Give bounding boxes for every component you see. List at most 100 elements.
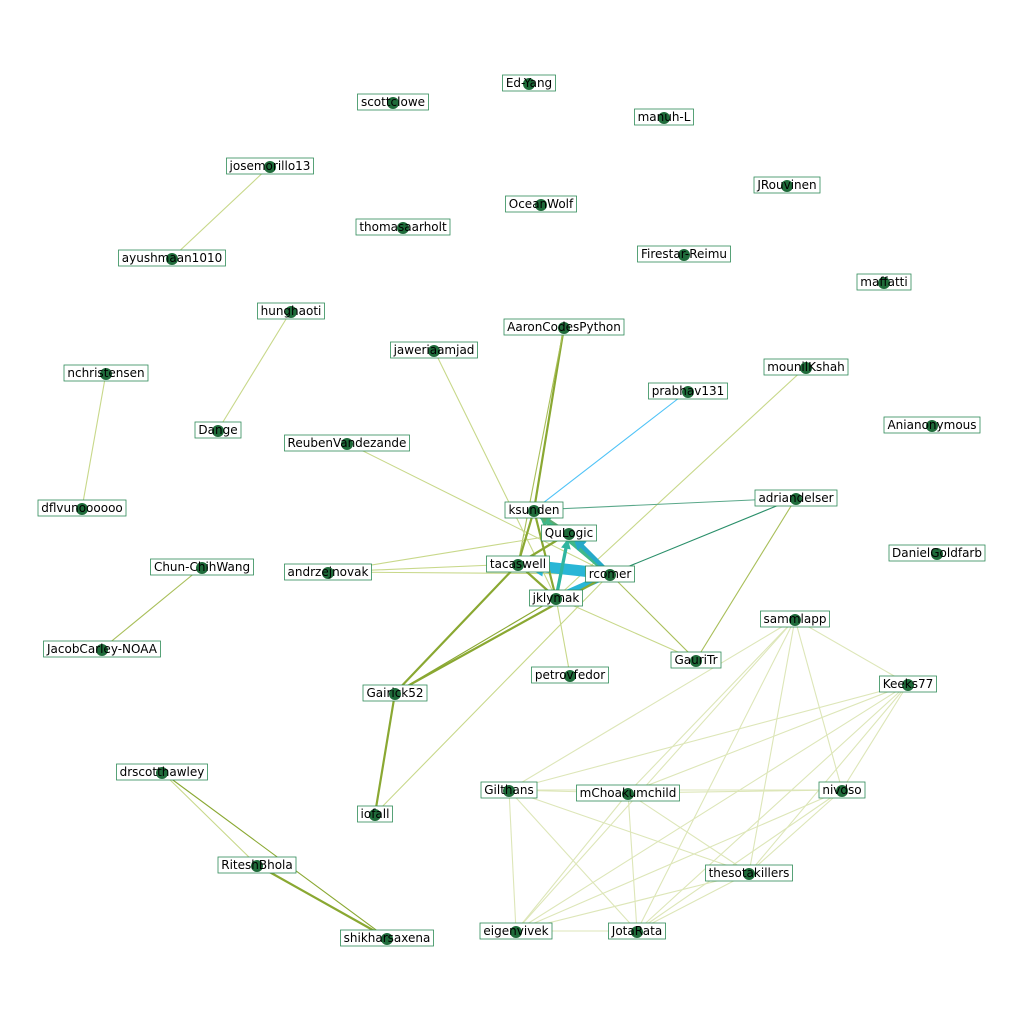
node-jrouvinen[interactable]: JRouvinen — [753, 176, 821, 194]
node-dot — [658, 112, 670, 124]
node-shikharsaxena[interactable]: shikharsaxena — [340, 929, 434, 947]
edge-sammlapp-eigenvivek — [515, 618, 796, 932]
node-gilthans[interactable]: Gilthans — [480, 781, 538, 799]
node-gairick52[interactable]: Gairick52 — [362, 684, 428, 702]
node-label: JacobCarley-NOAA — [46, 642, 158, 656]
node-mchoakumchild[interactable]: mChoakumchild — [576, 784, 680, 802]
node-rcomer[interactable]: rcomer — [585, 565, 635, 583]
node-oceanwolf[interactable]: OceanWolf — [505, 195, 577, 213]
edge-iofall-rcomer — [374, 573, 611, 815]
node-dange[interactable]: Dange — [194, 421, 242, 439]
node-jacobcarley-noaa[interactable]: JacobCarley-NOAA — [43, 640, 161, 658]
node-scottclowe[interactable]: scottclowe — [357, 93, 429, 111]
node-dot — [550, 593, 562, 605]
node-dot — [381, 933, 393, 945]
node-dot — [510, 926, 522, 938]
node-prabhav131[interactable]: prabhav131 — [648, 382, 728, 400]
edge-keeks77-eigenvivek — [515, 683, 909, 932]
node-ed-yang[interactable]: Ed-Yang — [502, 74, 556, 92]
node-firestar-reimu[interactable]: Firestar-Reimu — [637, 245, 731, 263]
node-dflvunoooooo[interactable]: dflvunoooooo — [37, 499, 127, 517]
node-label: mChoakumchild — [580, 786, 677, 800]
node-gauritr[interactable]: GauriTr — [670, 651, 722, 669]
node-iofall[interactable]: iofall — [357, 805, 393, 823]
node-dot — [564, 670, 576, 682]
node-eigenvivek[interactable]: eigenvivek — [479, 922, 553, 940]
edge-prabhav131-ksunden — [533, 390, 689, 511]
node-label: RiteshBhola — [221, 858, 292, 872]
node-label: thomasaarholt — [359, 220, 447, 234]
edge-jklymak-petrovfedor — [555, 597, 571, 676]
node-adriandelser[interactable]: adriandelser — [754, 489, 838, 507]
node-label: drscotthawley — [120, 765, 205, 779]
node-dot — [212, 425, 224, 437]
node-dot — [523, 78, 535, 90]
node-label: scottclowe — [361, 95, 425, 109]
node-hunghaoti[interactable]: hunghaoti — [257, 302, 325, 320]
node-keeks77[interactable]: Keeks77 — [879, 675, 937, 693]
node-anianonymous[interactable]: Anianonymous — [883, 416, 981, 434]
node-dot — [503, 785, 515, 797]
node-label: petrovfedor — [535, 668, 605, 682]
node-jotarata[interactable]: JotaRata — [608, 922, 666, 940]
node-label: adriandelser — [758, 491, 833, 505]
node-andrzejnovak[interactable]: andrzejnovak — [284, 563, 372, 581]
node-manuh-l[interactable]: manuh-L — [634, 108, 694, 126]
node-ksunden[interactable]: ksunden — [504, 501, 564, 519]
edge-nivdso-thesotakillers — [748, 789, 843, 874]
node-danielgoldfarb[interactable]: DanielGoldfarb — [888, 544, 986, 562]
node-dot — [563, 528, 575, 540]
node-drscotthawley[interactable]: drscotthawley — [116, 763, 208, 781]
edge-gairick52-tacaswell — [393, 562, 520, 695]
edge-sammlapp-keeks77 — [794, 618, 909, 685]
node-label: AaronCodesPython — [507, 320, 621, 334]
edge-jklymak-gauritr — [555, 597, 697, 661]
node-dot — [166, 253, 178, 265]
node-dot — [790, 493, 802, 505]
node-dot — [251, 860, 263, 872]
node-maffatti[interactable]: maffatti — [856, 273, 912, 291]
node-reubenvandezande[interactable]: ReubenVandezande — [284, 434, 410, 452]
edge-keeks77-thesotakillers — [748, 683, 909, 874]
node-label: tacaswell — [490, 557, 546, 571]
node-qulogic[interactable]: QuLogic — [541, 524, 597, 542]
node-label: jaweriaamjad — [393, 343, 475, 357]
edge-thesotakillers-jotarata — [636, 872, 750, 932]
node-aaroncodespython[interactable]: AaronCodesPython — [503, 318, 625, 336]
node-label: Anianonymous — [887, 418, 976, 432]
node-chun-chihwang[interactable]: Chun-ChihWang — [150, 558, 254, 576]
node-dot — [690, 655, 702, 667]
node-mounilkshah[interactable]: mounilKshah — [763, 358, 849, 376]
node-label: ayushmaan1010 — [122, 251, 222, 265]
node-nchristensen[interactable]: nchristensen — [63, 364, 149, 382]
node-label: rcomer — [589, 567, 632, 581]
node-sammlapp[interactable]: sammlapp — [760, 610, 830, 628]
node-label: Firestar-Reimu — [641, 247, 727, 261]
node-thesotakillers[interactable]: thesotakillers — [705, 864, 793, 882]
node-dot — [528, 505, 540, 517]
node-jaweriaamjad[interactable]: jaweriaamjad — [390, 341, 478, 359]
edge-gairick52-iofall — [373, 691, 397, 816]
edge-jklymak-ksunden — [532, 508, 558, 600]
node-dot — [535, 199, 547, 211]
node-layer: Ed-Yang scottclowe manuh-L josemorillo13 JRo… — [37, 74, 986, 947]
edge-aaroncodespython-ksunden — [532, 325, 566, 512]
edge-nivdso-jotarata — [636, 789, 843, 932]
edge-keeks77-gilthans — [508, 683, 909, 791]
edge-chun-chihwang-jacobcarley-noaa — [101, 566, 203, 650]
node-petrovfedor[interactable]: petrovfedor — [531, 666, 609, 684]
node-thomasaarholt[interactable]: thomasaarholt — [355, 218, 451, 236]
node-dot — [631, 926, 643, 938]
node-ayushmaan1010[interactable]: ayushmaan1010 — [118, 249, 226, 267]
node-label: DanielGoldfarb — [892, 546, 982, 560]
node-label: Dange — [198, 423, 237, 437]
node-jklymak[interactable]: jklymak — [529, 589, 583, 607]
node-dot — [389, 688, 401, 700]
node-riteshbhola[interactable]: RiteshBhola — [217, 856, 297, 874]
node-label: andrzejnovak — [288, 565, 369, 579]
node-label: Keeks77 — [883, 677, 934, 691]
node-nivdso[interactable]: nivdso — [818, 781, 866, 799]
node-tacaswell[interactable]: tacaswell — [486, 555, 550, 573]
node-josemorillo13[interactable]: josemorillo13 — [226, 157, 314, 175]
